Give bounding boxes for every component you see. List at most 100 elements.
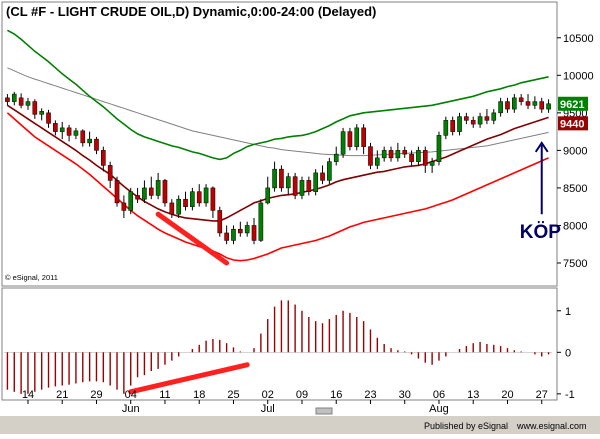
candle-body	[224, 232, 229, 241]
candle-body	[190, 191, 195, 207]
candle-body	[539, 101, 545, 110]
x-tick-label: 29	[90, 389, 102, 401]
x-tick-label: 14	[22, 389, 34, 401]
x-tick-label: 23	[364, 389, 376, 401]
candle-body	[512, 97, 517, 110]
buy-annotation-label: KÖP	[520, 222, 562, 243]
candle-body	[429, 161, 435, 166]
x-tick-label: 21	[56, 389, 68, 401]
candle-body	[128, 191, 134, 211]
candle-body	[443, 120, 449, 136]
price-trend-line	[155, 211, 230, 266]
candle-body	[381, 150, 387, 159]
candle-body	[525, 101, 531, 106]
price-y-tick-label: 8500	[563, 183, 587, 195]
candle-body	[285, 176, 291, 189]
candle-body	[505, 101, 510, 110]
candle-body	[409, 153, 414, 162]
candle-body	[238, 228, 243, 234]
footer-url-link[interactable]: www.esignal.com	[516, 421, 587, 431]
month-label: Aug	[429, 403, 449, 415]
candle-body	[53, 123, 58, 132]
candle-body	[135, 195, 140, 200]
candle-body	[87, 138, 92, 144]
candle-body	[210, 187, 216, 211]
candle-body	[368, 146, 373, 166]
candle-body	[155, 180, 161, 196]
candle-body	[320, 172, 325, 181]
x-tick-label: 18	[193, 389, 205, 401]
candle-body	[32, 101, 38, 115]
x-tick-label: 20	[501, 389, 513, 401]
candle-body	[306, 180, 312, 192]
x-tick-label: 27	[536, 389, 548, 401]
middle-line	[6, 104, 549, 222]
candle-body	[80, 130, 86, 144]
chart-title: (CL #F - LIGHT CRUDE OIL,D) Dynamic,0:00…	[6, 4, 376, 19]
candle-body	[491, 112, 497, 121]
candle-body	[340, 131, 346, 155]
candle-body	[333, 153, 339, 162]
candle-body	[416, 150, 421, 162]
x-tick-label: 02	[262, 389, 274, 401]
lower-band-line	[6, 112, 549, 262]
copyright-label: © eSignal, 2011	[5, 273, 58, 282]
candle-body	[94, 138, 99, 151]
candle-body	[162, 180, 168, 204]
candle-body	[313, 172, 318, 192]
candle-body	[375, 157, 380, 166]
price-badge-label: 9621	[560, 99, 584, 111]
scroll-thumb[interactable]	[315, 407, 333, 415]
candle-body	[5, 97, 10, 102]
osc-y-tick-label: -1	[565, 389, 575, 401]
candle-body	[422, 150, 428, 166]
candle-body	[327, 161, 332, 181]
x-tick-label: 30	[399, 389, 411, 401]
osc-trend-line	[128, 362, 250, 395]
candle-body	[25, 101, 31, 106]
candle-body	[46, 112, 51, 124]
osc-y-tick-label: 1	[565, 306, 571, 318]
x-tick-label: 25	[227, 389, 239, 401]
price-y-tick-label: 8000	[563, 220, 587, 232]
oscillator-pane-frame	[1, 287, 558, 401]
x-tick-label: 16	[330, 389, 342, 401]
candle-body	[450, 120, 455, 132]
osc-y-tick-label: 0	[565, 347, 571, 359]
price-badge	[558, 116, 588, 131]
candle-body	[457, 116, 462, 132]
candle-body	[196, 191, 202, 204]
price-y-tick-label: 9000	[563, 145, 587, 157]
candle-body	[361, 127, 366, 147]
candle-body	[347, 131, 353, 147]
candle-body	[101, 150, 106, 166]
candle-body	[470, 120, 476, 125]
candle-body	[546, 103, 551, 110]
candle-body	[39, 111, 44, 115]
price-pane-frame	[1, 1, 558, 287]
upper-band-line	[7, 29, 549, 161]
candle-body	[203, 187, 209, 204]
candle-body	[292, 176, 298, 196]
month-label: Jun	[122, 403, 140, 415]
candle-body	[107, 165, 113, 181]
long-ma-line	[7, 67, 549, 157]
x-tick-label: 13	[467, 389, 479, 401]
candle-body	[498, 101, 503, 114]
x-tick-label: 11	[159, 389, 170, 401]
candle-body	[169, 202, 175, 215]
candle-body	[464, 116, 469, 121]
candle-body	[66, 127, 72, 136]
candle-body	[244, 225, 250, 234]
candle-body	[436, 135, 442, 162]
candle-body	[279, 168, 284, 189]
buy-arrow-head	[534, 141, 549, 153]
candle-body	[265, 187, 271, 204]
candle-body	[176, 198, 181, 215]
candle-body	[354, 127, 360, 147]
candle-body	[142, 187, 147, 200]
candle-body	[299, 180, 305, 196]
